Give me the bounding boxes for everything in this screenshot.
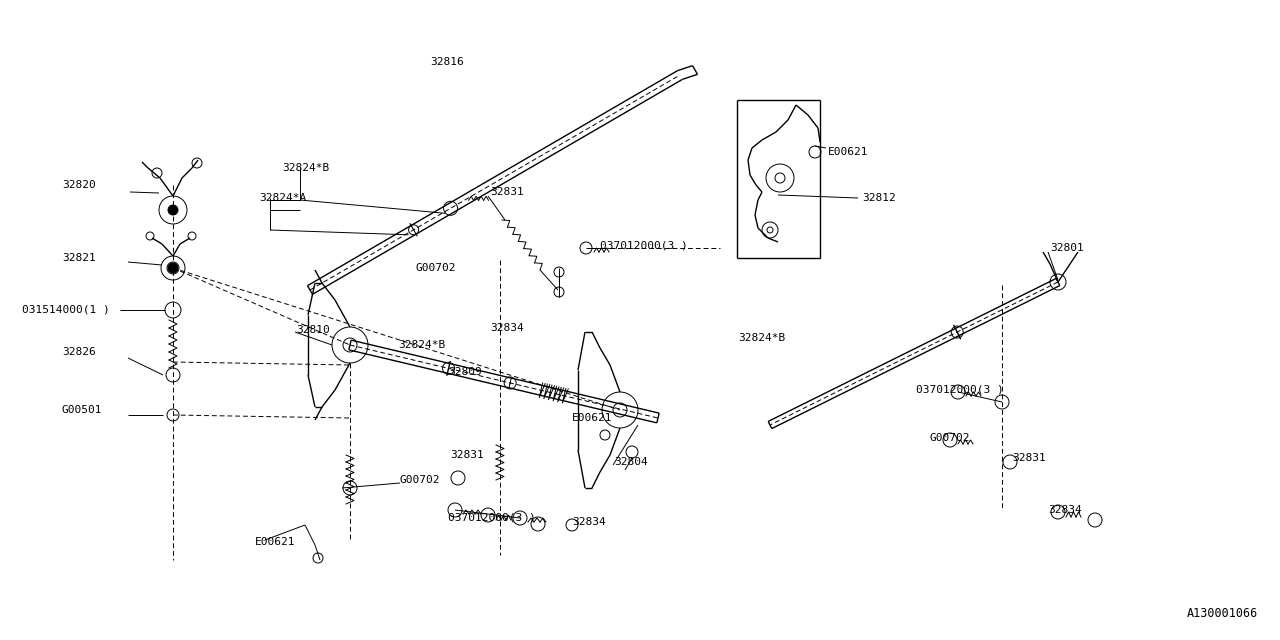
- Text: 32804: 32804: [614, 457, 648, 467]
- Text: 32812: 32812: [861, 193, 896, 203]
- Text: G00702: G00702: [399, 475, 440, 485]
- Text: 32834: 32834: [490, 323, 524, 333]
- Text: 037012000(3 ): 037012000(3 ): [448, 513, 536, 523]
- Text: E00621: E00621: [255, 537, 296, 547]
- Text: 32834: 32834: [1048, 505, 1082, 515]
- Text: G00501: G00501: [61, 405, 102, 415]
- Text: 32801: 32801: [1050, 243, 1084, 253]
- Text: 32809: 32809: [448, 367, 481, 377]
- Circle shape: [168, 263, 178, 273]
- Text: A130001066: A130001066: [1187, 607, 1258, 620]
- Text: 32824*A: 32824*A: [259, 193, 306, 203]
- Text: 32821: 32821: [61, 253, 96, 263]
- Text: 32834: 32834: [572, 517, 605, 527]
- Text: 32820: 32820: [61, 180, 96, 190]
- Text: E00621: E00621: [828, 147, 869, 157]
- Text: 32826: 32826: [61, 347, 96, 357]
- Text: 32824*B: 32824*B: [282, 163, 329, 173]
- Text: 32831: 32831: [1012, 453, 1046, 463]
- Text: 32831: 32831: [451, 450, 484, 460]
- Text: G00702: G00702: [931, 433, 970, 443]
- Text: G00702: G00702: [415, 263, 456, 273]
- Circle shape: [168, 205, 178, 215]
- Text: 32810: 32810: [296, 325, 330, 335]
- Text: E00621: E00621: [572, 413, 613, 423]
- Text: 32831: 32831: [490, 187, 524, 197]
- Text: 037012000(3 ): 037012000(3 ): [600, 240, 687, 250]
- Text: 031514000(1 ): 031514000(1 ): [22, 305, 110, 315]
- Text: 32824*B: 32824*B: [398, 340, 445, 350]
- Text: 32824*B: 32824*B: [739, 333, 785, 343]
- Text: 037012000(3 ): 037012000(3 ): [916, 385, 1004, 395]
- Text: 32816: 32816: [430, 57, 463, 67]
